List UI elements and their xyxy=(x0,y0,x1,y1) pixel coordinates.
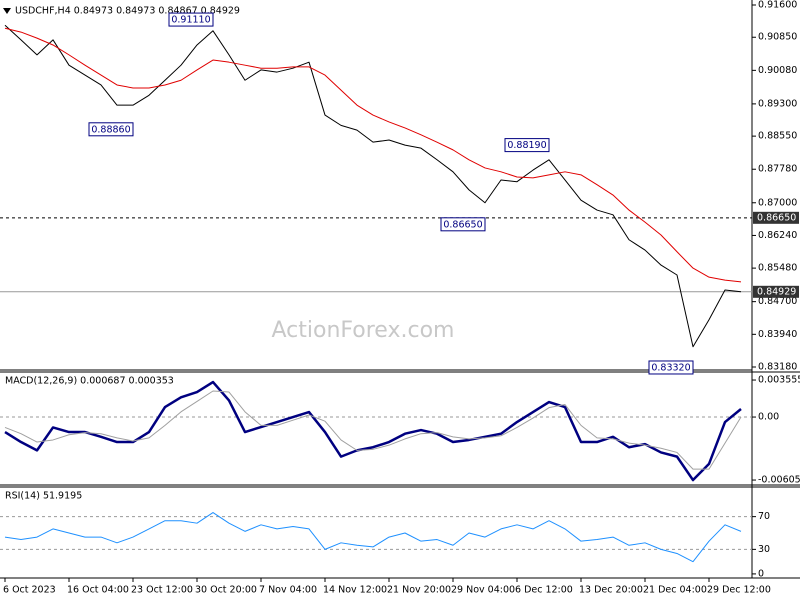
annotation-label: 0.88860 xyxy=(91,124,130,135)
annotation-box xyxy=(168,12,214,27)
macd-title: MACD(12,26,9) 0.000687 0.000353 xyxy=(5,376,174,387)
x-tick-label: 16 Oct 04:00 xyxy=(67,585,129,596)
x-tick-label: 30 Oct 20:00 xyxy=(195,585,257,596)
y-tick-label: 0.91600 xyxy=(758,0,797,11)
y-tick-label: 0.00 xyxy=(758,412,779,423)
y-tick-label: 0.86240 xyxy=(758,230,797,241)
x-tick-label: 7 Nov 04:00 xyxy=(259,585,317,596)
annotation-label: 0.83320 xyxy=(651,362,690,373)
y-tick-label: 30 xyxy=(758,544,770,555)
x-tick-label: 21 Nov 20:00 xyxy=(387,585,451,596)
x-tick-label: 29 Nov 04:00 xyxy=(451,585,515,596)
y-tick-label: 0.87780 xyxy=(758,164,797,175)
x-tick-label: 23 Oct 12:00 xyxy=(131,585,193,596)
x-tick-label: 21 Dec 04:00 xyxy=(643,585,707,596)
x-tick-label: 14 Nov 12:00 xyxy=(323,585,387,596)
series-line xyxy=(4,512,742,563)
level-label: 0.84929 xyxy=(757,286,796,297)
annotation-label: 0.86650 xyxy=(443,219,482,230)
y-tick-label: 0.83940 xyxy=(758,329,797,340)
annotation-label: 0.91110 xyxy=(171,15,210,26)
y-tick-label: -0.00605 xyxy=(758,475,800,486)
annotation-box xyxy=(440,217,486,232)
series-line xyxy=(4,24,742,348)
menu-arrow[interactable] xyxy=(3,8,11,14)
x-tick-label: 6 Oct 2023 xyxy=(3,585,56,596)
x-tick-label: 6 Dec 12:00 xyxy=(515,585,573,596)
y-tick-label: 0 xyxy=(758,568,764,579)
y-tick-label: 0.88550 xyxy=(758,131,797,142)
y-tick-label: 0.90080 xyxy=(758,65,797,76)
y-tick-label: 0.87000 xyxy=(758,197,797,208)
annotation-box xyxy=(88,122,134,137)
chart-title: USDCHF,H4 0.84973 0.84973 0.84867 0.8492… xyxy=(15,6,240,17)
annotation-label: 0.88190 xyxy=(507,140,546,151)
y-tick-label: 0.84700 xyxy=(758,296,797,307)
x-tick-label: 13 Dec 20:00 xyxy=(579,585,643,596)
level-box xyxy=(753,211,799,224)
y-tick-label: 70 xyxy=(758,511,770,522)
annotation-box xyxy=(504,138,550,153)
level-label: 0.86650 xyxy=(757,212,796,223)
y-tick-label: 0.90850 xyxy=(758,32,797,43)
y-tick-label: 0.89300 xyxy=(758,98,797,109)
y-tick-label: 0.85480 xyxy=(758,263,797,274)
watermark: ActionForex.com xyxy=(272,318,455,343)
x-tick-label: 29 Dec 12:00 xyxy=(707,585,771,596)
y-tick-label: 0.83180 xyxy=(758,362,797,373)
y-tick-label: 0.003555 xyxy=(758,375,800,386)
annotation-box xyxy=(648,360,694,375)
level-box xyxy=(753,285,799,298)
series-line xyxy=(4,390,742,470)
series-line xyxy=(4,27,742,283)
rsi-title: RSI(14) 51.9195 xyxy=(5,491,82,502)
